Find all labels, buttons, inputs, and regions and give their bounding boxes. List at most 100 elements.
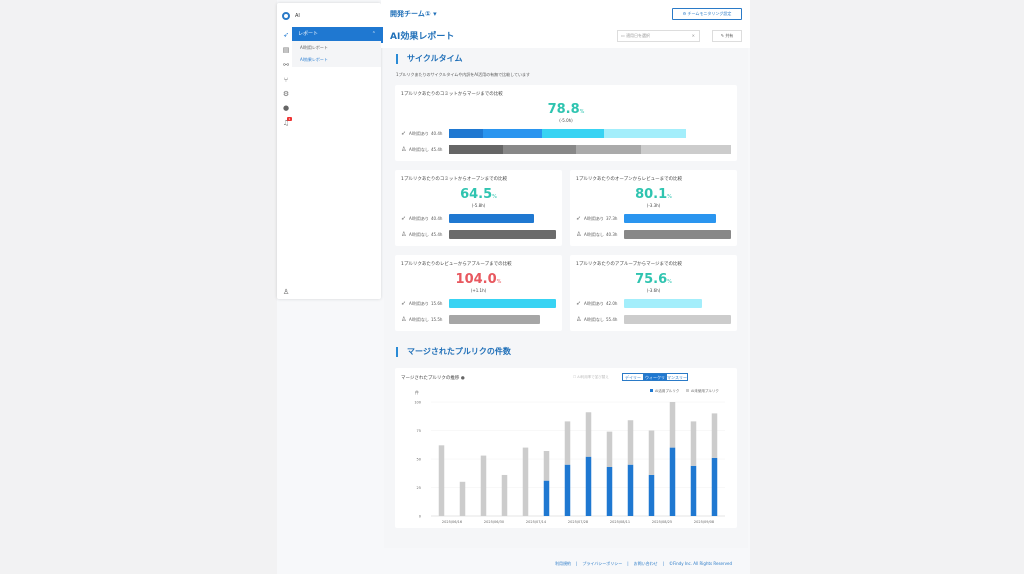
person-icon: ♙	[401, 231, 407, 238]
bar-non-ai	[606, 431, 613, 467]
card-title: 1プルリクあたりのコミットからオープンまでの比較	[401, 177, 508, 182]
row-label: AI利用あり	[409, 300, 429, 306]
x-tick-label: 2025/08/11	[610, 520, 630, 524]
x-tick-label: 2025/06/16	[442, 520, 462, 524]
row-value: 15.6h	[431, 301, 443, 306]
rocket-icon: ➶	[576, 300, 582, 307]
y-tick-label: 50	[417, 458, 421, 462]
bar-non-ai	[459, 481, 466, 516]
footer-contact[interactable]: お問い合わせ	[633, 561, 658, 566]
total-cycle-card: 1プルリクあたりのコミットからマージまでの比較 78.8% (-5.0h) ➶ A…	[395, 85, 737, 161]
bar-non-ai	[711, 413, 718, 458]
sidebar-item-ai-effect[interactable]: AI効果レポート	[300, 57, 328, 62]
noai-row: ♙ AI利用なし 45.4h	[401, 145, 731, 154]
ai-row: ➶ AI利用あり 40.4h	[401, 214, 556, 223]
cycle-card: 1プルリクあたりのコミットからオープンまでの比較 64.5% (-5.8h) ➶…	[395, 170, 562, 246]
noai-bar-track	[449, 230, 556, 239]
bell-icon[interactable]: ♫	[282, 119, 290, 127]
noai-row: ♙ AI利用なし 55.4h	[576, 315, 731, 324]
help-icon[interactable]: ●	[282, 104, 290, 112]
cycle-card: 1プルリクあたりのオープンからレビューまでの比較 80.1% (-3.3h) ➶…	[570, 170, 737, 246]
row-label: AI利用なし	[409, 146, 429, 152]
sidebar-section-report[interactable]: レポート ⌃	[292, 27, 381, 41]
team-selector[interactable]: 開発チーム① ▾	[390, 9, 437, 19]
sidebar-item-ai-usage[interactable]: AI利用レポート	[300, 45, 328, 50]
row-label: AI利用あり	[584, 215, 604, 221]
card-title: 1プルリクあたりのオープンからレビューまでの比較	[576, 177, 683, 182]
delta-value: (+1.1h)	[470, 288, 487, 293]
bar-segment	[542, 129, 605, 138]
share-button[interactable]: ✎ 共有	[712, 30, 742, 42]
logo-text: AI	[295, 13, 300, 19]
merged-chart-card: マージされたプルリクの推移 ● ☐ AI利用率で並び替え デイリー ウィークリーマ…	[395, 368, 737, 528]
gear-icon[interactable]: ⚙	[282, 90, 290, 98]
x-tick-label: 2025/07/28	[568, 520, 588, 524]
noai-bar	[624, 315, 731, 324]
bar-non-ai	[543, 451, 550, 481]
clear-icon[interactable]: ✕	[691, 33, 695, 38]
bar-non-ai	[501, 474, 508, 516]
row-label: AI利用なし	[409, 231, 429, 237]
toggle-weekly[interactable]: ウィークリー	[644, 373, 666, 387]
bar-ai	[564, 464, 571, 516]
footer-privacy[interactable]: プライバシーポリシー	[582, 561, 623, 566]
bar-non-ai	[438, 445, 445, 516]
row-value: 42.0h	[606, 301, 618, 306]
bar-non-ai	[648, 430, 655, 475]
person-icon: ♙	[576, 316, 582, 323]
ai-stacked-bar	[449, 129, 731, 138]
cycle-card: 1プルリクあたりのレビューからアプルーブまでの比較 104.0% (+1.1h)…	[395, 255, 562, 331]
bar-ai	[690, 465, 697, 516]
noai-bar-track	[449, 315, 556, 324]
binoculars-icon[interactable]: ⚯	[283, 61, 289, 69]
calendar-icon: ▭	[621, 33, 625, 38]
date-input[interactable]: ▭ 適用日を選択 ✕	[617, 30, 700, 42]
x-tick-label: 2025/09/08	[694, 520, 714, 524]
bar-non-ai	[480, 455, 487, 516]
branch-icon[interactable]: ⑂	[283, 76, 289, 84]
noai-bar-track	[624, 315, 731, 324]
bar-ai	[669, 447, 676, 516]
rocket-icon: ➶	[576, 215, 582, 222]
bar-ai	[585, 456, 592, 516]
toggle-daily[interactable]: デイリー	[622, 373, 644, 381]
ai-row: ➶ AI利用あり 37.3h	[576, 214, 731, 223]
bar-non-ai	[690, 421, 697, 466]
noai-row: ♙ AI利用なし 45.4h	[401, 230, 556, 239]
toggle-monthly[interactable]: マンスリー	[666, 373, 688, 381]
bar-non-ai	[522, 447, 529, 516]
ai-bar	[624, 214, 717, 223]
submenu: AI利用レポート AI効果レポート	[292, 41, 381, 67]
legend-label: AI未使用プルリク	[691, 388, 719, 393]
bar-segment	[604, 129, 686, 138]
percent-value: 80.1%	[635, 187, 672, 202]
rocket-icon: ➶	[401, 130, 407, 137]
ai-bar-track	[449, 214, 556, 223]
bar-non-ai	[627, 420, 634, 465]
ai-bar	[449, 299, 556, 308]
title-accent	[381, 27, 383, 43]
user-icon[interactable]: ♙	[282, 288, 290, 296]
x-tick-label: 2025/08/25	[652, 520, 672, 524]
row-label: AI利用なし	[584, 316, 604, 322]
bar-non-ai	[564, 421, 571, 465]
card-title: 1プルリクあたりのアプルーブからマージまでの比較	[576, 262, 683, 267]
ai-row: ➶ AI利用あり 40.4h	[401, 129, 731, 138]
ai-row: ➶ AI利用あり 42.0h	[576, 299, 731, 308]
merged-bar-chart: 件 0 25 50 75 100 2025/06/16 2025/06/30 2025/07/1…	[414, 388, 725, 524]
team-monitoring-button[interactable]: ⚙ チームモニタリング設定	[672, 8, 742, 20]
footer-copyright: ©Findy Inc. All Rights Reserved	[669, 561, 733, 566]
row-value: 40.4h	[431, 216, 443, 221]
sort-checkbox[interactable]: ☐ AI利用率で並び替え	[573, 375, 609, 379]
rocket-icon[interactable]: ➶	[283, 31, 289, 39]
footer-terms[interactable]: 利用規約	[555, 561, 571, 566]
document-icon[interactable]: ▤	[282, 46, 290, 54]
y-tick-label: 75	[417, 429, 421, 433]
section-heading-cycle: サイクルタイム	[396, 54, 462, 64]
team-name: 開発チーム①	[390, 10, 431, 18]
noai-bar	[449, 315, 540, 324]
share-label: 共有	[725, 33, 734, 38]
bar-segment	[575, 145, 641, 154]
percent-value: 75.6%	[635, 272, 672, 287]
row-label: AI利用あり	[584, 300, 604, 306]
